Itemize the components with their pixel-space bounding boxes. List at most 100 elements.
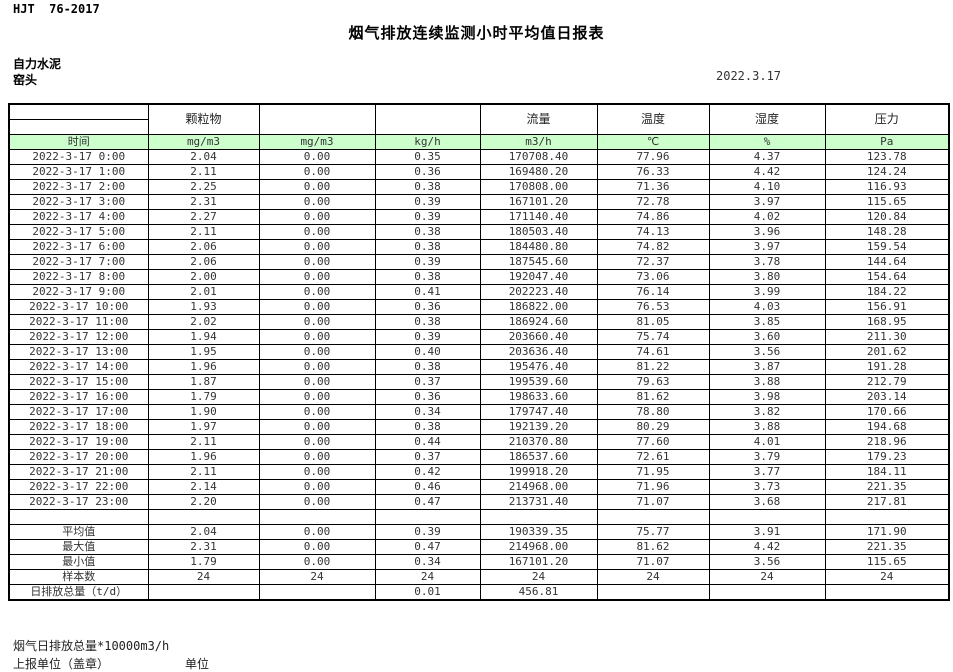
header-particulate: 颗粒物: [147, 103, 260, 135]
table-cell: 2.25: [147, 178, 260, 195]
table-cell: 71.07: [596, 493, 710, 510]
time-cell: 2022-3-17 2:00: [8, 178, 149, 195]
table-cell: 190339.35: [479, 523, 598, 540]
unit-mgm3-1: mg/m3: [147, 133, 260, 150]
table-cell: [258, 583, 376, 600]
table-cell: 81.05: [596, 313, 710, 330]
table-cell: [147, 583, 260, 600]
table-cell: 156.91: [824, 298, 950, 315]
table-cell: 186924.60: [479, 313, 598, 330]
table-cell: [824, 508, 950, 525]
table-cell: 0.00: [258, 553, 376, 570]
time-cell: 2022-3-17 15:00: [8, 373, 149, 390]
table-cell: 3.88: [708, 373, 826, 390]
summary-row: 样本数 24 24 24 24 24 24 24: [8, 568, 950, 585]
table-row: 2022-3-17 3:00 2.31 0.00 0.39 167101.20 72.78…: [8, 193, 950, 210]
table-cell: 0.00: [258, 193, 376, 210]
table-cell: [708, 583, 826, 600]
time-cell: 2022-3-17 10:00: [8, 298, 149, 315]
table-row: 2022-3-17 14:00 1.96 0.00 0.38 195476.40 81.2…: [8, 358, 950, 375]
time-cell: 2022-3-17 4:00: [8, 208, 149, 225]
table-cell: 2.04: [147, 148, 260, 165]
header-blank-top: [8, 103, 149, 120]
table-row: 2022-3-17 6:00 2.06 0.00 0.38 184480.80 74.82…: [8, 238, 950, 255]
table-cell: 0.36: [374, 298, 481, 315]
time-cell: 2022-3-17 19:00: [8, 433, 149, 450]
time-cell: 2022-3-17 23:00: [8, 493, 149, 510]
table-cell: 0.38: [374, 313, 481, 330]
table-cell: 81.22: [596, 358, 710, 375]
table-cell: 2.11: [147, 223, 260, 240]
table-row: 2022-3-17 11:00 2.02 0.00 0.38 186924.60 81.0…: [8, 313, 950, 330]
table-row: 2022-3-17 10:00 1.93 0.00 0.36 186822.00 76.5…: [8, 298, 950, 315]
table-cell: [8, 508, 149, 525]
table-cell: 199539.60: [479, 373, 598, 390]
table-row: 2022-3-17 22:00 2.14 0.00 0.46 214968.00 71.9…: [8, 478, 950, 495]
table-cell: 0.40: [374, 343, 481, 360]
table-cell: 4.37: [708, 148, 826, 165]
table-row: 2022-3-17 5:00 2.11 0.00 0.38 180503.40 74.13…: [8, 223, 950, 240]
table-cell: 0.00: [258, 538, 376, 555]
time-cell: 2022-3-17 14:00: [8, 358, 149, 375]
table-cell: 0.00: [258, 523, 376, 540]
table-row: 2022-3-17 17:00 1.90 0.00 0.34 179747.40 78.8…: [8, 403, 950, 420]
table-cell: [147, 508, 260, 525]
table-cell: 212.79: [824, 373, 950, 390]
table-cell: 3.56: [708, 553, 826, 570]
table-cell: 218.96: [824, 433, 950, 450]
table-cell: 124.24: [824, 163, 950, 180]
time-cell: 2022-3-17 13:00: [8, 343, 149, 360]
table-row: 2022-3-17 23:00 2.20 0.00 0.47 213731.40 71.0…: [8, 493, 950, 510]
table-cell: 79.63: [596, 373, 710, 390]
table-cell: 0.00: [258, 208, 376, 225]
table-cell: 115.65: [824, 193, 950, 210]
table-cell: 2.06: [147, 253, 260, 270]
table-cell: 72.37: [596, 253, 710, 270]
table-cell: 24: [147, 568, 260, 585]
table-cell: 168.95: [824, 313, 950, 330]
table-cell: 0.38: [374, 418, 481, 435]
table-cell: 71.96: [596, 478, 710, 495]
table-cell: 187545.60: [479, 253, 598, 270]
table-cell: [596, 508, 710, 525]
summary-label: 最大值: [8, 538, 149, 555]
table-cell: 3.68: [708, 493, 826, 510]
time-cell: 2022-3-17 0:00: [8, 148, 149, 165]
table-cell: 2.20: [147, 493, 260, 510]
table-cell: 4.42: [708, 163, 826, 180]
monitoring-table: 颗粒物 流量 温度 湿度 压力 时间 mg/m3 mg/m3 kg/h m3/h…: [8, 103, 950, 601]
table-cell: 0.36: [374, 163, 481, 180]
table-row: 2022-3-17 19:00 2.11 0.00 0.44 210370.80 77.6…: [8, 433, 950, 450]
table-row: 2022-3-17 9:00 2.01 0.00 0.41 202223.40 76.14…: [8, 283, 950, 300]
time-cell: 2022-3-17 3:00: [8, 193, 149, 210]
table-cell: 0.00: [258, 463, 376, 480]
table-cell: [258, 508, 376, 525]
table-cell: 3.85: [708, 313, 826, 330]
time-cell: 2022-3-17 6:00: [8, 238, 149, 255]
time-cell: 2022-3-17 20:00: [8, 448, 149, 465]
table-cell: 2.31: [147, 538, 260, 555]
table-cell: 3.80: [708, 268, 826, 285]
table-cell: 0.34: [374, 553, 481, 570]
table-cell: 0.38: [374, 268, 481, 285]
table-row: 2022-3-17 1:00 2.11 0.00 0.36 169480.20 76.33…: [8, 163, 950, 180]
spacer-row: [8, 508, 950, 525]
table-cell: 203.14: [824, 388, 950, 405]
table-cell: 80.29: [596, 418, 710, 435]
unit-pa: Pa: [824, 133, 950, 150]
time-cell: 2022-3-17 5:00: [8, 223, 149, 240]
table-cell: 0.46: [374, 478, 481, 495]
table-cell: 0.00: [258, 478, 376, 495]
table-cell: 75.77: [596, 523, 710, 540]
table-cell: 213731.40: [479, 493, 598, 510]
table-cell: 78.80: [596, 403, 710, 420]
table-row: 2022-3-17 2:00 2.25 0.00 0.38 170808.00 71.36…: [8, 178, 950, 195]
table-row: 2022-3-17 15:00 1.87 0.00 0.37 199539.60 79.6…: [8, 373, 950, 390]
table-cell: 24: [708, 568, 826, 585]
table-row: 2022-3-17 0:00 2.04 0.00 0.35 170708.40 77.96…: [8, 148, 950, 165]
table-cell: 1.79: [147, 388, 260, 405]
table-cell: 214968.00: [479, 538, 598, 555]
table-cell: 4.10: [708, 178, 826, 195]
table-cell: 3.97: [708, 193, 826, 210]
